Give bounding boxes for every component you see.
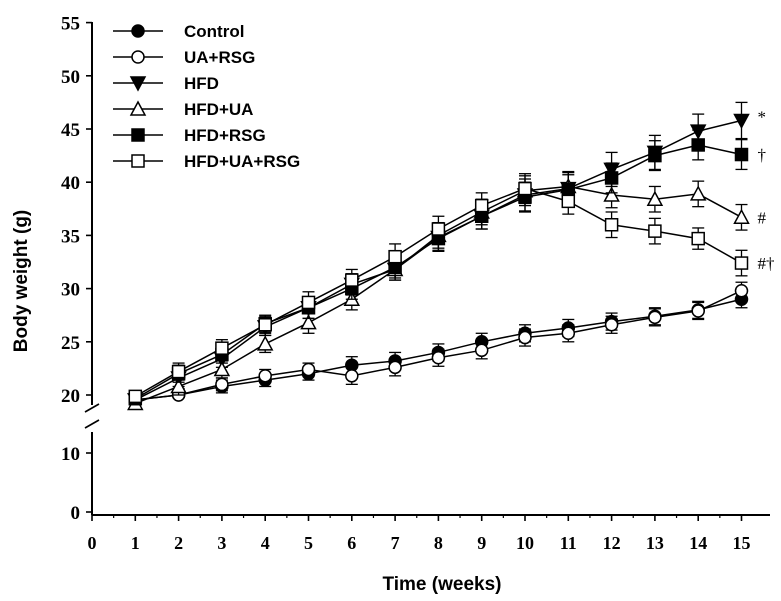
x-tick-label: 11 (560, 533, 577, 553)
data-point (691, 138, 705, 152)
data-point (733, 113, 750, 130)
y-tick-label: 10 (61, 444, 80, 465)
y-tick-label: 20 (61, 386, 80, 407)
data-point (648, 148, 662, 163)
significance-label: #† (758, 254, 775, 273)
legend-marker (131, 128, 145, 142)
data-point (301, 295, 316, 310)
y-tick-label: 55 (61, 14, 80, 35)
data-point (604, 318, 619, 332)
x-tick-label: 14 (689, 533, 707, 553)
data-point (648, 310, 662, 325)
legend-item: UA+RSG (113, 48, 255, 67)
legend-label: UA+RSG (184, 48, 255, 67)
x-tick-label: 15 (733, 533, 751, 553)
legend-item: HFD+UA+RSG (113, 152, 300, 171)
data-point (215, 377, 229, 392)
x-tick-label: 5 (304, 533, 313, 553)
y-tick-label: 45 (61, 120, 80, 141)
data-point (256, 335, 274, 351)
significance-label: † (758, 146, 767, 165)
data-point (734, 256, 749, 270)
data-point (215, 341, 229, 355)
data-point (388, 249, 402, 264)
data-point (734, 283, 749, 298)
data-point (518, 330, 532, 345)
data-point (689, 185, 707, 201)
data-point (648, 224, 662, 238)
x-tick-label: 1 (131, 533, 140, 553)
data-point (604, 218, 619, 232)
x-tick-label: 9 (477, 533, 486, 553)
x-tick-label: 2 (174, 533, 183, 553)
y-tick-label: 25 (61, 333, 80, 354)
series-layer: * † # #† (127, 101, 775, 411)
data-point (561, 194, 576, 209)
data-point (734, 147, 749, 162)
x-tick-label: 3 (217, 533, 226, 553)
data-point (691, 304, 705, 318)
data-point (171, 364, 186, 379)
data-point (170, 377, 187, 394)
legend-label: HFD+RSG (184, 126, 266, 145)
series-hfd-ua-rsg (128, 173, 749, 404)
data-point (301, 362, 316, 377)
x-tick-label: 12 (603, 533, 621, 553)
y-tick-label: 40 (61, 173, 80, 194)
legend-item: Control (113, 22, 244, 41)
legend-label: Control (184, 22, 244, 41)
data-point (733, 208, 750, 225)
data-point (431, 222, 446, 236)
x-axis-title: Time (weeks) (383, 574, 502, 595)
y-axis-title: Body weight (g) (11, 210, 32, 352)
y-tick-label: 35 (61, 226, 80, 247)
data-point (474, 198, 489, 213)
data-point (603, 186, 620, 202)
significance-label: * (758, 107, 767, 126)
y-axis-break-mark (84, 419, 100, 429)
y-tick-label: 50 (61, 67, 80, 88)
legend-label: HFD+UA+RSG (184, 152, 300, 171)
data-point (345, 369, 359, 383)
legend-marker (131, 154, 145, 168)
series-hfd-ua (127, 170, 750, 411)
legend-marker (129, 76, 147, 92)
data-point (213, 360, 231, 377)
x-tick-label: 6 (347, 533, 356, 553)
data-point (258, 369, 272, 383)
data-point (300, 314, 317, 330)
y-axis-break-mark (84, 403, 100, 413)
data-point (561, 326, 576, 341)
x-tick-label: 8 (434, 533, 443, 553)
significance-label: # (758, 208, 767, 227)
data-point (345, 273, 359, 287)
data-point (646, 190, 664, 206)
legend-marker (131, 50, 145, 64)
data-point (388, 360, 402, 375)
legend-label: HFD+UA (184, 100, 253, 119)
x-tick-label: 10 (516, 533, 534, 553)
x-tick-label: 7 (391, 533, 400, 553)
legend-item: HFD (113, 74, 219, 93)
legend-marker (129, 100, 147, 116)
data-point (518, 181, 532, 196)
data-point (691, 231, 705, 246)
legend-marker (131, 24, 145, 38)
data-point (128, 389, 143, 404)
legend-item: HFD+RSG (113, 126, 266, 145)
data-point (474, 343, 489, 358)
x-tick-label: 0 (88, 533, 97, 553)
data-point (604, 171, 619, 185)
legend: Control UA+RSG HFD HFD+UA HFD+RSG HFD+UA+RSG (113, 22, 300, 171)
data-point (258, 318, 272, 332)
y-tick-label: 0 (71, 503, 81, 524)
data-point (431, 351, 446, 365)
y-tick-label: 30 (61, 280, 80, 301)
legend-item: HFD+UA (113, 100, 253, 119)
x-tick-label: 13 (646, 533, 664, 553)
legend-label: HFD (184, 74, 219, 93)
x-tick-label: 4 (261, 533, 270, 553)
